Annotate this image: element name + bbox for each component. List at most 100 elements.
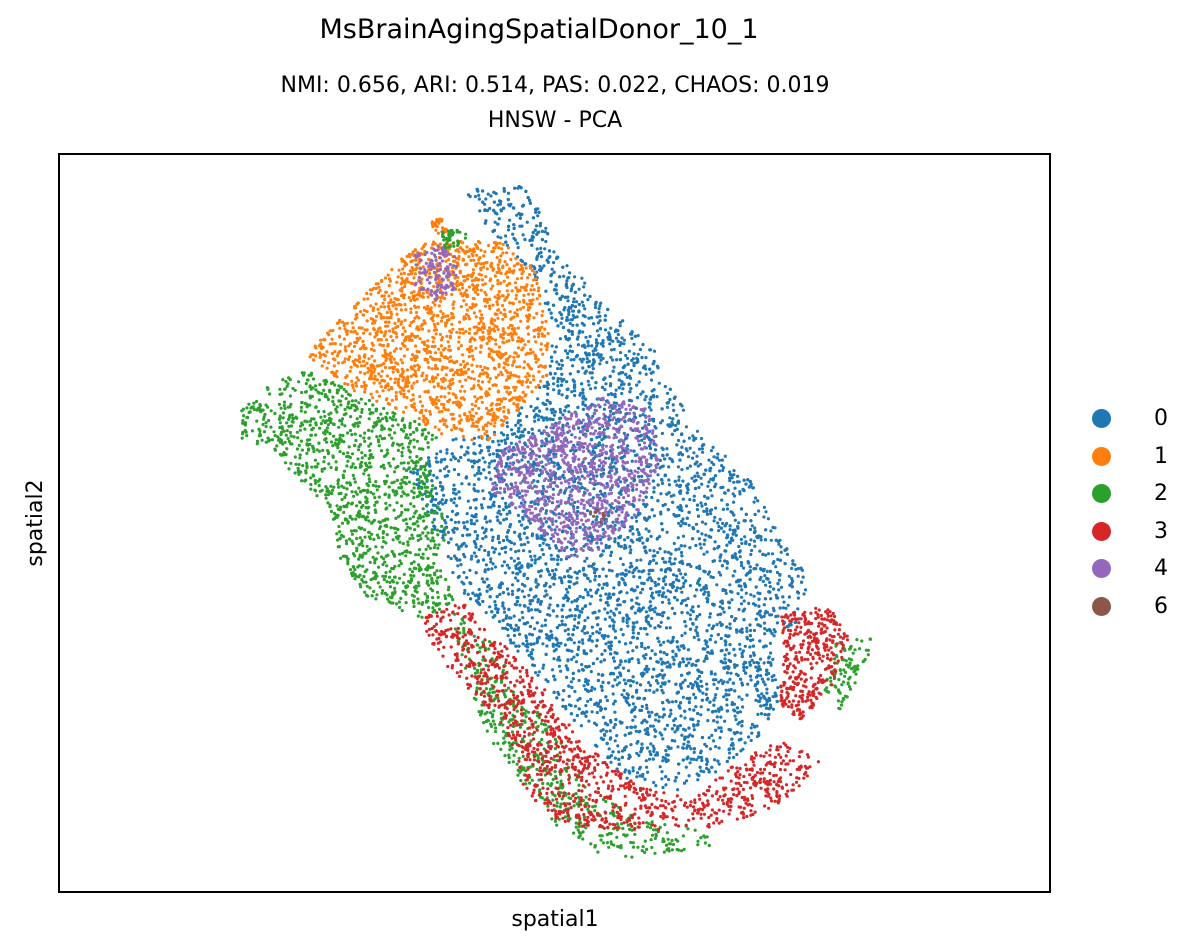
spot-cluster-0 [710,626,714,631]
spot-cluster-0 [718,736,722,740]
spot-cluster-0 [590,594,594,599]
spot-cluster-0 [631,702,636,706]
spot-cluster-0 [544,581,548,586]
spot-cluster-0 [776,539,781,544]
spot-cluster-0 [514,550,518,554]
spot-cluster-0 [614,607,618,611]
spot-cluster-0 [445,515,449,519]
spot-cluster-0 [533,228,537,232]
spot-cluster-0 [794,567,798,571]
spot-cluster-0 [567,276,571,280]
spot-cluster-0 [485,589,489,593]
spot-cluster-0 [686,755,690,759]
spot-cluster-0 [796,574,800,578]
spot-cluster-0 [602,658,607,662]
spot-cluster-0 [527,609,531,613]
spot-cluster-0 [752,539,757,543]
spot-cluster-0 [433,486,438,490]
spot-cluster-0 [678,507,682,512]
spot-cluster-0 [591,631,595,636]
spot-cluster-0 [561,413,565,417]
spot-cluster-0 [721,521,725,526]
spot-cluster-0 [510,428,514,432]
spot-cluster-0 [560,294,565,298]
spot-cluster-0 [681,695,686,699]
spot-cluster-0 [420,497,424,501]
spot-cluster-0 [709,512,713,516]
spot-cluster-0 [452,455,456,459]
spot-cluster-0 [567,614,571,618]
spot-cluster-0 [476,189,480,193]
spot-cluster-0 [493,614,497,618]
spot-cluster-0 [526,460,530,464]
spot-cluster-0 [696,581,700,585]
spot-cluster-0 [481,189,485,193]
spot-cluster-0 [618,671,622,675]
spot-cluster-0 [660,478,664,482]
spot-cluster-0 [779,585,784,590]
spot-cluster-0 [656,499,660,503]
spot-cluster-0 [755,688,760,693]
spot-cluster-0 [455,527,459,531]
spot-cluster-0 [569,638,574,642]
spot-cluster-0 [734,617,738,621]
spot-cluster-0 [718,517,722,522]
spot-cluster-0 [625,725,629,730]
spot-cluster-0 [539,600,543,604]
spot-cluster-0 [664,775,668,779]
spot-cluster-0 [680,733,684,737]
spot-cluster-0 [673,611,677,616]
spot-cluster-0 [522,572,526,576]
spot-cluster-0 [515,596,519,600]
spot-cluster-0 [496,439,500,443]
spot-cluster-0 [592,566,596,571]
spot-cluster-0 [616,597,621,601]
spot-cluster-0 [518,632,522,636]
spot-cluster-0 [512,559,517,563]
spot-cluster-0 [776,557,780,562]
spot-cluster-0 [588,634,592,639]
spot-cluster-0 [552,388,556,392]
spot-cluster-0 [644,610,649,614]
spot-cluster-0 [611,684,615,688]
spot-cluster-0 [642,581,646,586]
spot-cluster-0 [508,638,512,642]
spot-cluster-0 [612,659,617,663]
spot-cluster-0 [675,443,679,447]
spot-cluster-0 [759,674,763,678]
spot-cluster-0 [796,607,800,611]
spot-cluster-0 [530,500,534,504]
spot-cluster-0 [508,511,512,515]
spot-cluster-0 [530,534,534,538]
spot-cluster-0 [539,534,543,538]
spot-cluster-0 [521,203,526,207]
spot-cluster-0 [598,327,603,331]
spot-cluster-0 [438,469,442,473]
spot-cluster-0 [725,503,729,507]
spot-cluster-0 [692,479,697,483]
spot-cluster-0 [651,479,656,483]
spot-cluster-0 [469,521,474,526]
spot-cluster-0 [636,334,640,338]
spot-cluster-0 [487,449,491,453]
spot-cluster-0 [603,388,607,392]
spot-cluster-0 [502,518,506,522]
spot-cluster-0 [727,727,731,732]
spot-cluster-0 [481,456,485,460]
spot-cluster-0 [712,547,716,551]
spot-cluster-0 [554,519,558,523]
spot-cluster-0 [664,595,668,599]
spot-cluster-0 [641,774,645,778]
spot-cluster-0 [554,318,558,322]
spot-cluster-0 [738,555,742,559]
spot-cluster-0 [666,758,670,762]
spot-cluster-0 [580,360,584,364]
spot-cluster-0 [548,573,552,577]
spot-cluster-0 [766,660,770,664]
spot-cluster-0 [692,451,696,455]
spot-cluster-0 [588,579,592,583]
spot-cluster-0 [754,665,758,669]
spot-cluster-0 [595,638,599,643]
spot-cluster-0 [699,546,703,550]
spot-cluster-0 [595,657,599,661]
